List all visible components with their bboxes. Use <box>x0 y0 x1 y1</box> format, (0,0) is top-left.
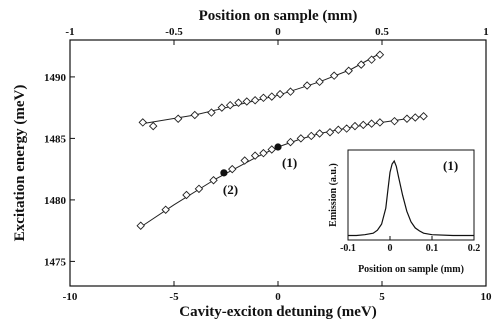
data-point <box>242 97 252 106</box>
y-tick-label: 1475 <box>44 256 67 268</box>
data-point <box>375 118 385 127</box>
data-point <box>217 103 227 112</box>
data-point <box>344 66 353 75</box>
x2-tick-label: 0 <box>275 26 281 38</box>
data-point <box>419 112 428 121</box>
x-tick-label: -10 <box>63 291 78 303</box>
top-axis-ticks: -1 -0.5 0 0.5 1 <box>65 26 489 45</box>
data-point <box>267 92 276 101</box>
data-point <box>375 50 385 59</box>
inset-x-tick-label: 0.1 <box>426 243 439 254</box>
data-point <box>334 125 343 135</box>
marked-point <box>274 143 282 151</box>
data-point <box>342 124 351 133</box>
data-point <box>329 71 339 80</box>
data-point <box>250 151 260 160</box>
x2-tick-label: 0.5 <box>375 26 389 38</box>
data-point <box>209 175 218 185</box>
data-point <box>286 137 295 147</box>
top-axis-title: Position on sample (mm) <box>199 8 358 24</box>
y-tick-label: 1485 <box>44 133 67 145</box>
marked-point-label: (2) <box>223 182 238 197</box>
data-point <box>250 96 260 105</box>
x-tick-label: -5 <box>169 291 179 303</box>
inset-x-tick-label: 0 <box>388 243 393 254</box>
data-point <box>367 119 376 128</box>
data-point <box>259 148 268 158</box>
data-point <box>259 93 268 103</box>
data-point <box>359 120 368 130</box>
series-layer <box>136 50 428 230</box>
x-tick-label: 5 <box>379 291 385 303</box>
fit-line <box>142 53 381 125</box>
data-point <box>302 81 312 90</box>
data-point <box>182 190 191 200</box>
data-point <box>275 89 285 99</box>
left-axis-ticks: 1475 1480 1485 1490 <box>44 72 75 268</box>
data-point <box>296 134 306 143</box>
x-tick-label: 10 <box>481 291 493 303</box>
data-point <box>350 121 360 131</box>
data-point <box>173 114 183 123</box>
x2-tick-label: -1 <box>65 26 74 38</box>
y-tick-label: 1480 <box>44 195 67 207</box>
inset-x-tick-label: -0.1 <box>340 243 356 254</box>
inset-plot: (1) Position on sample (mm) Emission (a.… <box>328 149 480 275</box>
data-point <box>325 128 335 137</box>
data-point <box>390 116 399 126</box>
data-point <box>307 131 316 141</box>
marked-point <box>220 169 228 177</box>
inset-ticks: -0.1 0 0.1 0.2 <box>340 236 480 254</box>
bottom-axis-ticks: -10 -5 0 5 10 <box>63 281 492 303</box>
x2-tick-label: 1 <box>483 26 489 38</box>
inset-x-tick-label: 0.2 <box>468 243 481 254</box>
marked-points: (1) (2) <box>220 143 297 197</box>
y-tick-label: 1490 <box>44 72 67 84</box>
data-point <box>190 110 200 120</box>
x-axis-title: Cavity-exciton detuning (meV) <box>179 304 376 320</box>
data-point <box>161 205 170 214</box>
data-point <box>356 60 366 69</box>
inset-frame <box>347 149 475 241</box>
inset-x-title: Position on sample (mm) <box>358 264 464 275</box>
data-point <box>148 121 158 131</box>
x2-tick-label: -0.5 <box>165 26 183 38</box>
inset-label: (1) <box>443 158 458 173</box>
data-point <box>207 108 216 117</box>
data-point <box>136 221 145 230</box>
data-point <box>315 77 324 87</box>
data-point <box>267 145 276 154</box>
y-axis-title: Excitation energy (meV) <box>12 85 28 242</box>
data-point <box>234 98 243 107</box>
data-point <box>402 114 412 123</box>
data-point <box>367 55 376 64</box>
data-point <box>138 118 148 127</box>
data-point <box>411 113 420 122</box>
marked-point-label: (1) <box>282 155 297 170</box>
data-point <box>240 156 249 165</box>
data-point <box>286 87 295 96</box>
x-tick-label: 0 <box>275 291 281 303</box>
data-point <box>228 164 237 174</box>
data-point <box>315 129 324 138</box>
data-point <box>225 100 235 110</box>
inset-emission-curve <box>348 159 474 237</box>
inset-y-title: Emission (a.u.) <box>328 163 339 227</box>
data-point <box>194 184 204 194</box>
